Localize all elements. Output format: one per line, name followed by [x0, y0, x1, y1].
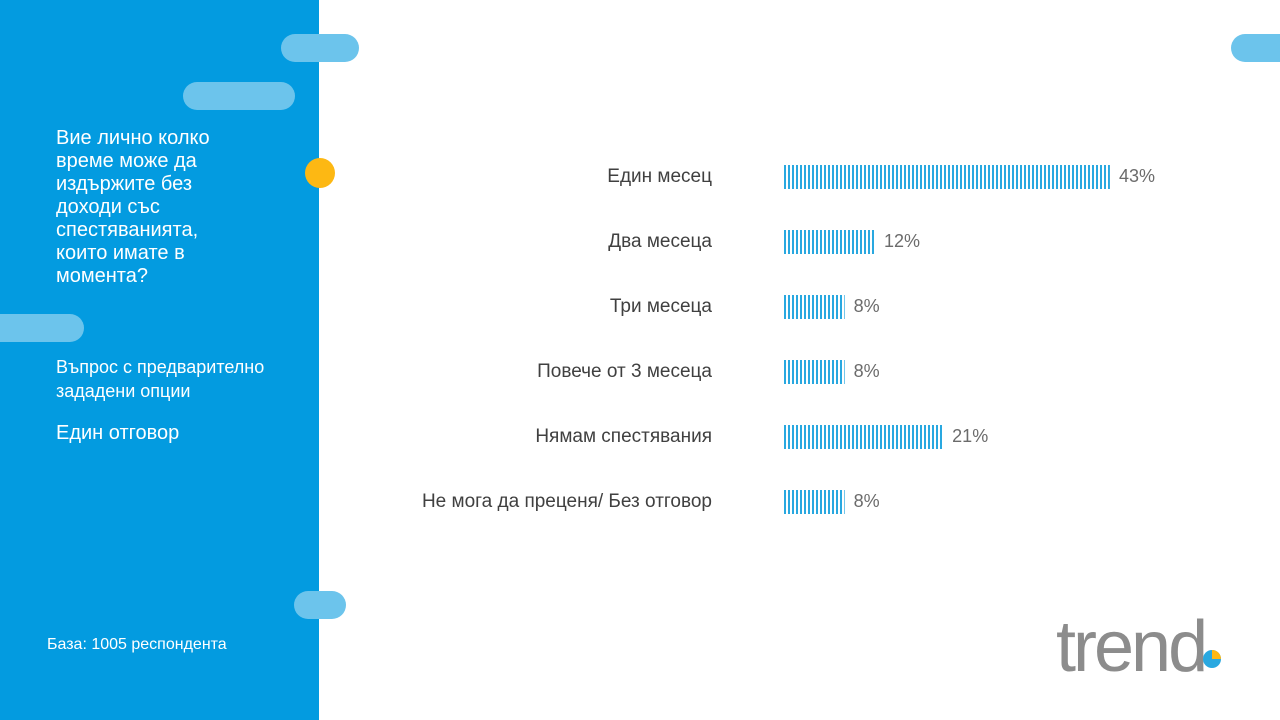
- bar: [784, 230, 875, 254]
- bar: [784, 295, 845, 319]
- logo-dot-slice: [1212, 650, 1221, 659]
- value-label: 8%: [854, 491, 880, 511]
- category-label: Три месеца: [610, 296, 713, 317]
- base-note: База: 1005 респондента: [47, 636, 227, 653]
- logo: trend: [1056, 607, 1205, 687]
- decor-pill: [281, 34, 359, 62]
- bar: [784, 165, 1110, 189]
- value-label: 8%: [854, 296, 880, 316]
- decor-pill: [183, 82, 295, 110]
- question-type: Въпрос с предварително зададени опции: [56, 357, 265, 401]
- category-label: Повече от 3 месеца: [537, 361, 712, 382]
- bar: [784, 490, 845, 514]
- decor-dot: [305, 158, 335, 188]
- value-label: 12%: [884, 231, 920, 251]
- answer-type: Един отговор: [56, 422, 180, 444]
- value-label: 43%: [1119, 166, 1155, 186]
- category-label: Не мога да преценя/ Без отговор: [422, 491, 712, 512]
- category-label: Два месеца: [608, 231, 712, 252]
- bar: [784, 360, 845, 384]
- decor-pill: [1231, 34, 1280, 62]
- value-label: 21%: [952, 426, 988, 446]
- category-label: Един месец: [607, 166, 712, 187]
- decor-pill: [294, 591, 346, 619]
- question: Вие лично колко време може да издържите …: [56, 127, 210, 287]
- value-label: 8%: [854, 361, 880, 381]
- category-label: Нямам спестявания: [535, 426, 712, 447]
- side-panel: [0, 0, 319, 720]
- decor-pill: [0, 314, 84, 342]
- bar: [784, 425, 944, 449]
